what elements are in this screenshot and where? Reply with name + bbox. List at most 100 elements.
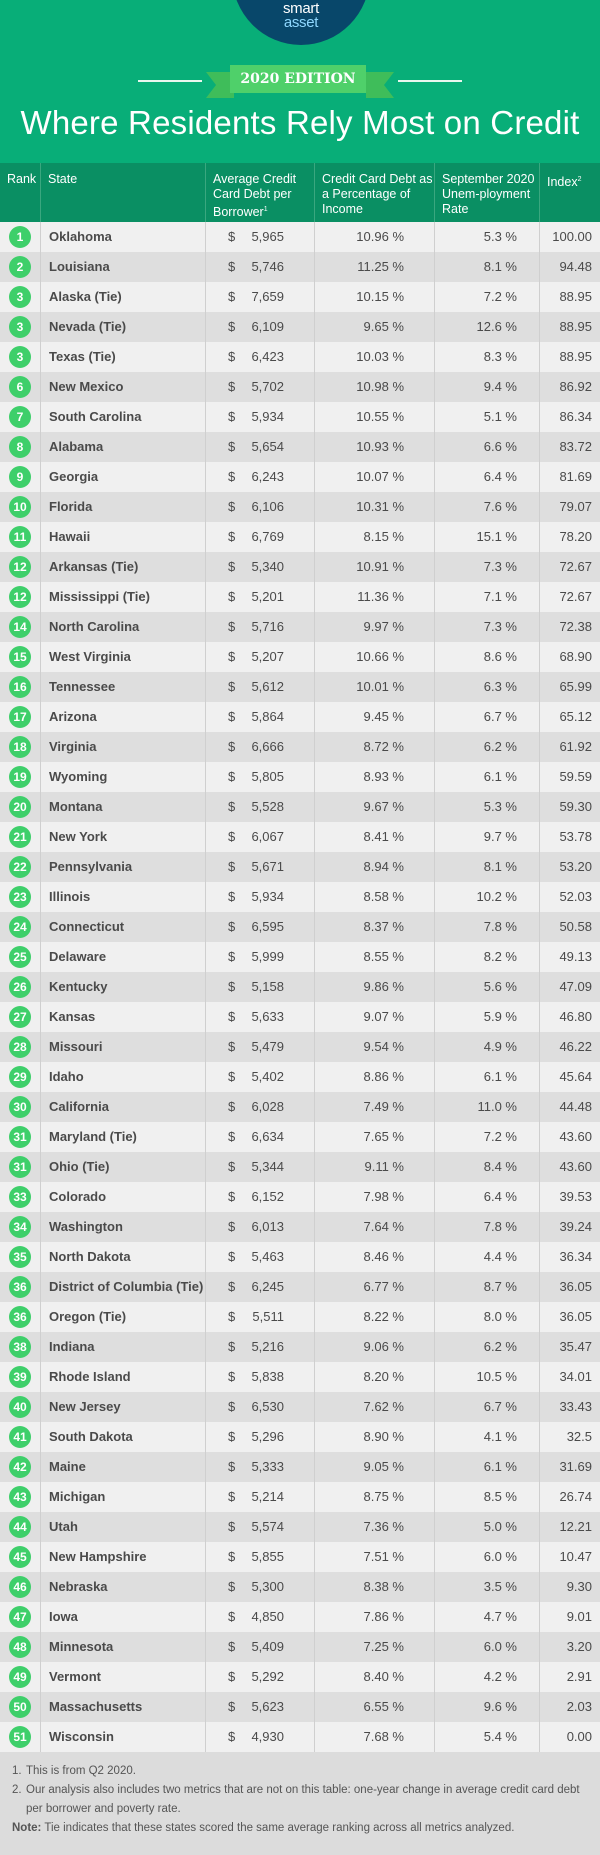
index-cell: 94.48 <box>559 259 592 274</box>
table-row: 42 Maine $5,333 9.05 % 6.1 % 31.69 <box>0 1452 600 1482</box>
rank-cell: 28 <box>0 1032 41 1062</box>
table-row: 44 Utah $5,574 7.36 % 5.0 % 12.21 <box>0 1512 600 1542</box>
pct-cell: 9.05 % <box>315 1452 435 1482</box>
pct-cell: 8.41 % <box>315 822 435 852</box>
rank-cell: 41 <box>0 1422 41 1452</box>
pct-cell: 10.96 % <box>315 222 435 252</box>
index-cell: 0.00 <box>566 1729 592 1744</box>
unemployment-cell: 6.0 % <box>435 1632 540 1662</box>
unemployment-cell: 8.4 % <box>435 1152 540 1182</box>
index-cell: 53.20 <box>559 859 592 874</box>
unemployment-cell: 7.3 % <box>435 552 540 582</box>
table-row: 19 Wyoming $5,805 8.93 % 6.1 % 59.59 <box>0 762 600 792</box>
rank-cell: 36 <box>0 1302 41 1332</box>
header-rank: Rank <box>0 163 41 222</box>
rank-badge: 18 <box>9 736 31 758</box>
table-row: 31 Ohio (Tie) $5,344 9.11 % 8.4 % 43.60 <box>0 1152 600 1182</box>
rank-badge: 20 <box>9 796 31 818</box>
index-cell: 36.34 <box>559 1249 592 1264</box>
pct-cell: 8.72 % <box>315 732 435 762</box>
state-cell: District of Columbia (Tie) <box>41 1272 206 1302</box>
rank-cell: 20 <box>0 792 41 822</box>
rank-cell: 26 <box>0 972 41 1002</box>
unemployment-cell: 7.3 % <box>435 612 540 642</box>
ribbon-tail-right <box>366 72 394 98</box>
debt-cell: $6,666 <box>206 732 315 762</box>
rank-badge: 15 <box>9 646 31 668</box>
debt-cell: $6,769 <box>206 522 315 552</box>
index-cell: 86.34 <box>559 409 592 424</box>
unemployment-cell: 6.1 % <box>435 1452 540 1482</box>
debt-cell: $5,574 <box>206 1512 315 1542</box>
index-cell: 72.67 <box>559 589 592 604</box>
index-cell: 46.80 <box>559 1009 592 1024</box>
index-cell: 39.53 <box>559 1189 592 1204</box>
state-cell: Arizona <box>41 702 206 732</box>
pct-cell: 8.90 % <box>315 1422 435 1452</box>
index-cell: 65.99 <box>559 679 592 694</box>
index-cell: 2.03 <box>566 1699 592 1714</box>
index-cell: 83.72 <box>559 439 592 454</box>
index-cell: 88.95 <box>559 349 592 364</box>
index-cell: 31.69 <box>559 1459 592 1474</box>
debt-cell: $6,109 <box>206 312 315 342</box>
state-cell: Oregon (Tie) <box>41 1302 206 1332</box>
debt-cell: $5,292 <box>206 1662 315 1692</box>
index-cell: 45.64 <box>559 1069 592 1084</box>
pct-cell: 9.11 % <box>315 1152 435 1182</box>
state-cell: Kentucky <box>41 972 206 1002</box>
table-row: 10 Florida $6,106 10.31 % 7.6 % 79.07 <box>0 492 600 522</box>
debt-cell: $4,850 <box>206 1602 315 1632</box>
divider-right <box>398 80 462 82</box>
unemployment-cell: 4.1 % <box>435 1422 540 1452</box>
index-cell: 44.48 <box>559 1099 592 1114</box>
state-cell: Nevada (Tie) <box>41 312 206 342</box>
unemployment-cell: 5.4 % <box>435 1722 540 1752</box>
pct-cell: 10.15 % <box>315 282 435 312</box>
rank-badge: 14 <box>9 616 31 638</box>
debt-cell: $5,207 <box>206 642 315 672</box>
debt-cell: $6,423 <box>206 342 315 372</box>
rank-badge: 9 <box>9 466 31 488</box>
rank-badge: 34 <box>9 1216 31 1238</box>
rank-cell: 2 <box>0 252 41 282</box>
debt-cell: $6,013 <box>206 1212 315 1242</box>
table-row: 14 North Carolina $5,716 9.97 % 7.3 % 72… <box>0 612 600 642</box>
state-cell: Michigan <box>41 1482 206 1512</box>
debt-cell: $6,530 <box>206 1392 315 1422</box>
pct-cell: 9.06 % <box>315 1332 435 1362</box>
pct-cell: 11.25 % <box>315 252 435 282</box>
rank-badge: 19 <box>9 766 31 788</box>
table-row: 36 District of Columbia (Tie) $6,245 6.7… <box>0 1272 600 1302</box>
header-pct: Credit Card Debt as a Percentage of Inco… <box>315 163 435 222</box>
unemployment-cell: 8.1 % <box>435 852 540 882</box>
unemployment-cell: 6.4 % <box>435 1182 540 1212</box>
debt-cell: $5,746 <box>206 252 315 282</box>
ribbon-tail-left <box>206 72 234 98</box>
unemployment-cell: 6.2 % <box>435 732 540 762</box>
state-cell: Louisiana <box>41 252 206 282</box>
debt-cell: $5,344 <box>206 1152 315 1182</box>
index-cell: 10.47 <box>559 1549 592 1564</box>
table-row: 40 New Jersey $6,530 7.62 % 6.7 % 33.43 <box>0 1392 600 1422</box>
state-cell: Massachusetts <box>41 1692 206 1722</box>
rank-cell: 19 <box>0 762 41 792</box>
debt-cell: $5,201 <box>206 582 315 612</box>
unemployment-cell: 6.6 % <box>435 432 540 462</box>
rank-cell: 34 <box>0 1212 41 1242</box>
index-cell: 43.60 <box>559 1159 592 1174</box>
rank-cell: 12 <box>0 552 41 582</box>
index-cell: 50.58 <box>559 919 592 934</box>
index-cell: 78.20 <box>559 529 592 544</box>
debt-cell: $5,409 <box>206 1632 315 1662</box>
index-cell: 88.95 <box>559 319 592 334</box>
table-row: 28 Missouri $5,479 9.54 % 4.9 % 46.22 <box>0 1032 600 1062</box>
state-cell: Alabama <box>41 432 206 462</box>
rank-badge: 43 <box>9 1486 31 1508</box>
rank-badge: 2 <box>9 256 31 278</box>
debt-cell: $6,152 <box>206 1182 315 1212</box>
rank-badge: 29 <box>9 1066 31 1088</box>
rank-cell: 47 <box>0 1602 41 1632</box>
state-cell: West Virginia <box>41 642 206 672</box>
rank-cell: 15 <box>0 642 41 672</box>
